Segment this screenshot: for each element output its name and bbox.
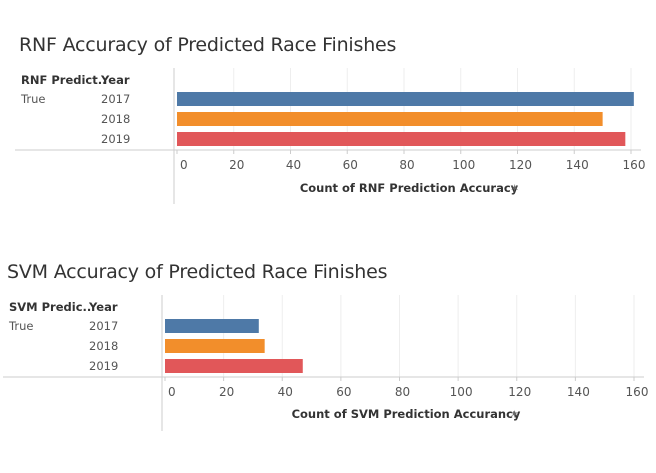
rnf-bar-2017[interactable] [177, 92, 634, 106]
svm-tick-label: 140 [567, 385, 590, 399]
svm-pin-icon[interactable]: ✶ [510, 408, 519, 421]
svm-chart-title: SVM Accuracy of Predicted Race Finishes [7, 261, 388, 283]
svm-bar-2019[interactable] [165, 359, 303, 373]
rnf-tick-label: 80 [399, 158, 414, 172]
rnf-tick-label: 160 [623, 158, 646, 172]
svm-tick-label: 0 [168, 385, 176, 399]
svm-tick-label: 40 [278, 385, 293, 399]
rnf-bar-2018[interactable] [177, 112, 603, 126]
rnf-year-label-2017: 2017 [101, 92, 131, 106]
svm-tick-label: 20 [219, 385, 234, 399]
svm-tick-label: 100 [450, 385, 473, 399]
svm-row-header-prediction[interactable]: SVM Predic.. [9, 300, 92, 314]
svm-tick-label: 60 [336, 385, 351, 399]
rnf-group-label: True [21, 92, 46, 106]
svm-year-label-2018: 2018 [89, 339, 119, 353]
svm-tick-label: 120 [508, 385, 531, 399]
svm-tick-label: 160 [626, 385, 649, 399]
rnf-pin-icon[interactable]: ✶ [510, 182, 519, 195]
svm-tick-label: 80 [395, 385, 410, 399]
rnf-tick-label: 40 [286, 158, 301, 172]
svm-x-axis-title[interactable]: Count of SVM Prediction Accurancy [292, 407, 521, 421]
rnf-year-label-2018: 2018 [101, 112, 131, 126]
svm-group-label: True [9, 319, 34, 333]
rnf-chart-title: RNF Accuracy of Predicted Race Finishes [19, 34, 397, 56]
rnf-tick-label: 100 [452, 158, 475, 172]
rnf-year-label-2019: 2019 [101, 132, 131, 146]
rnf-bar-2019[interactable] [177, 132, 626, 146]
rnf-tick-label: 0 [180, 158, 188, 172]
rnf-tick-label: 140 [566, 158, 589, 172]
rnf-x-axis-title[interactable]: Count of RNF Prediction Accuracy [300, 181, 519, 195]
svm-year-label-2019: 2019 [89, 359, 119, 373]
rnf-tick-label: 120 [509, 158, 532, 172]
rnf-row-header-year[interactable]: Year [101, 73, 130, 87]
svm-bar-2018[interactable] [165, 339, 265, 353]
svm-row-header-year[interactable]: Year [89, 300, 118, 314]
rnf-bar-chart: 0 20 40 60 80 100 120 140 160 Count of RNF Predic… [15, 68, 646, 204]
rnf-row-header-prediction[interactable]: RNF Predict.. [21, 73, 107, 87]
svm-year-label-2017: 2017 [89, 319, 119, 333]
rnf-tick-label: 20 [229, 158, 244, 172]
rnf-tick-label: 60 [343, 158, 358, 172]
svm-bar-2017[interactable] [165, 319, 259, 333]
